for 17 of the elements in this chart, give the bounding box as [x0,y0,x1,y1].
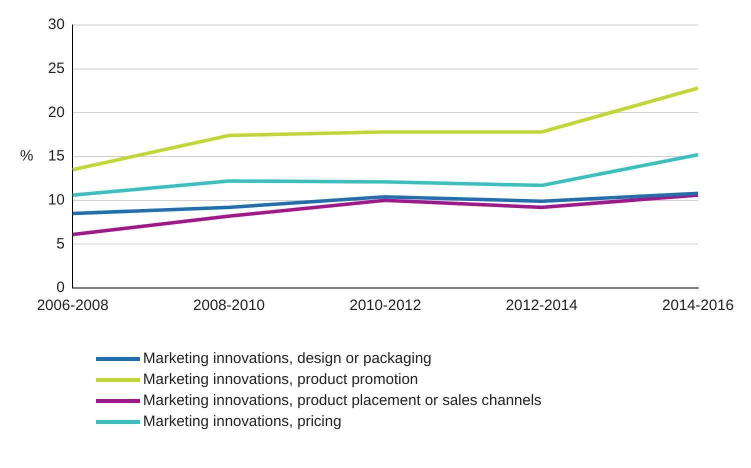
legend-label: Marketing innovations, product promotion [143,371,418,388]
y-tick-label: 0 [56,279,65,296]
y-tick-label: 25 [48,60,65,77]
y-axis-title: % [20,148,34,165]
y-tick-label: 5 [56,235,65,252]
x-tick-label: 2010-2012 [349,297,422,314]
legend-label: Marketing innovations, product placement or sales channels [143,392,542,409]
x-tick-label: 2006-2008 [36,297,109,314]
x-tick-label: 2008-2010 [193,297,265,314]
y-tick-label: 30 [48,16,65,34]
y-tick-label: 10 [48,191,65,208]
x-tick-label: 2012-2014 [506,297,578,314]
y-tick-label: 15 [48,148,65,165]
y-tick-label: 20 [48,104,65,121]
legend-label: Marketing innovations, pricing [143,413,342,430]
legend-label: Marketing innovations, design or packaging [143,350,432,367]
x-tick-label: 2014-2016 [662,297,734,314]
